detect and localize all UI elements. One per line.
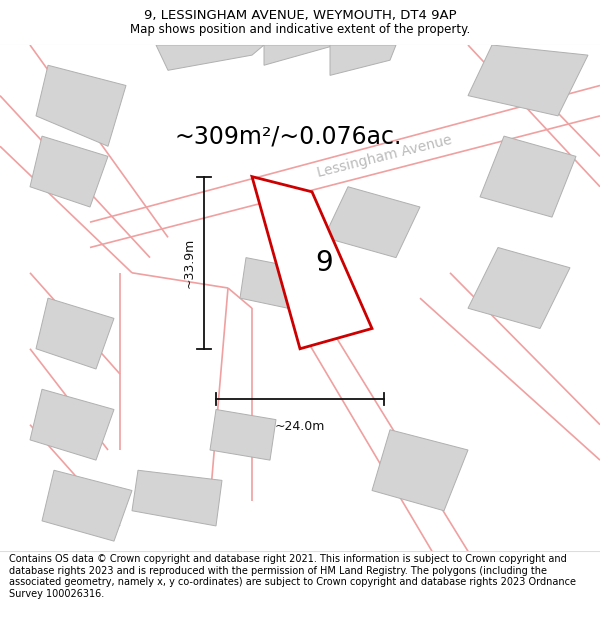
Polygon shape [156,45,264,70]
Text: Map shows position and indicative extent of the property.: Map shows position and indicative extent… [130,23,470,36]
Text: ~309m²/~0.076ac.: ~309m²/~0.076ac. [175,124,401,148]
Text: ~33.9m: ~33.9m [182,238,196,288]
Polygon shape [330,45,396,76]
Polygon shape [468,45,588,116]
Polygon shape [30,136,108,207]
Polygon shape [240,258,324,313]
Text: Lessingham Avenue: Lessingham Avenue [315,133,453,180]
Polygon shape [372,430,468,511]
Text: 9, LESSINGHAM AVENUE, WEYMOUTH, DT4 9AP: 9, LESSINGHAM AVENUE, WEYMOUTH, DT4 9AP [143,9,457,22]
Text: ~24.0m: ~24.0m [275,419,325,432]
Polygon shape [210,409,276,460]
Polygon shape [36,298,114,369]
Polygon shape [36,65,126,146]
Text: Contains OS data © Crown copyright and database right 2021. This information is : Contains OS data © Crown copyright and d… [9,554,576,599]
Polygon shape [480,136,576,217]
Polygon shape [468,248,570,329]
Polygon shape [324,187,420,258]
Polygon shape [264,45,336,65]
Polygon shape [30,389,114,460]
Text: 9: 9 [315,249,333,277]
Polygon shape [252,177,372,349]
Polygon shape [132,470,222,526]
Polygon shape [42,470,132,541]
